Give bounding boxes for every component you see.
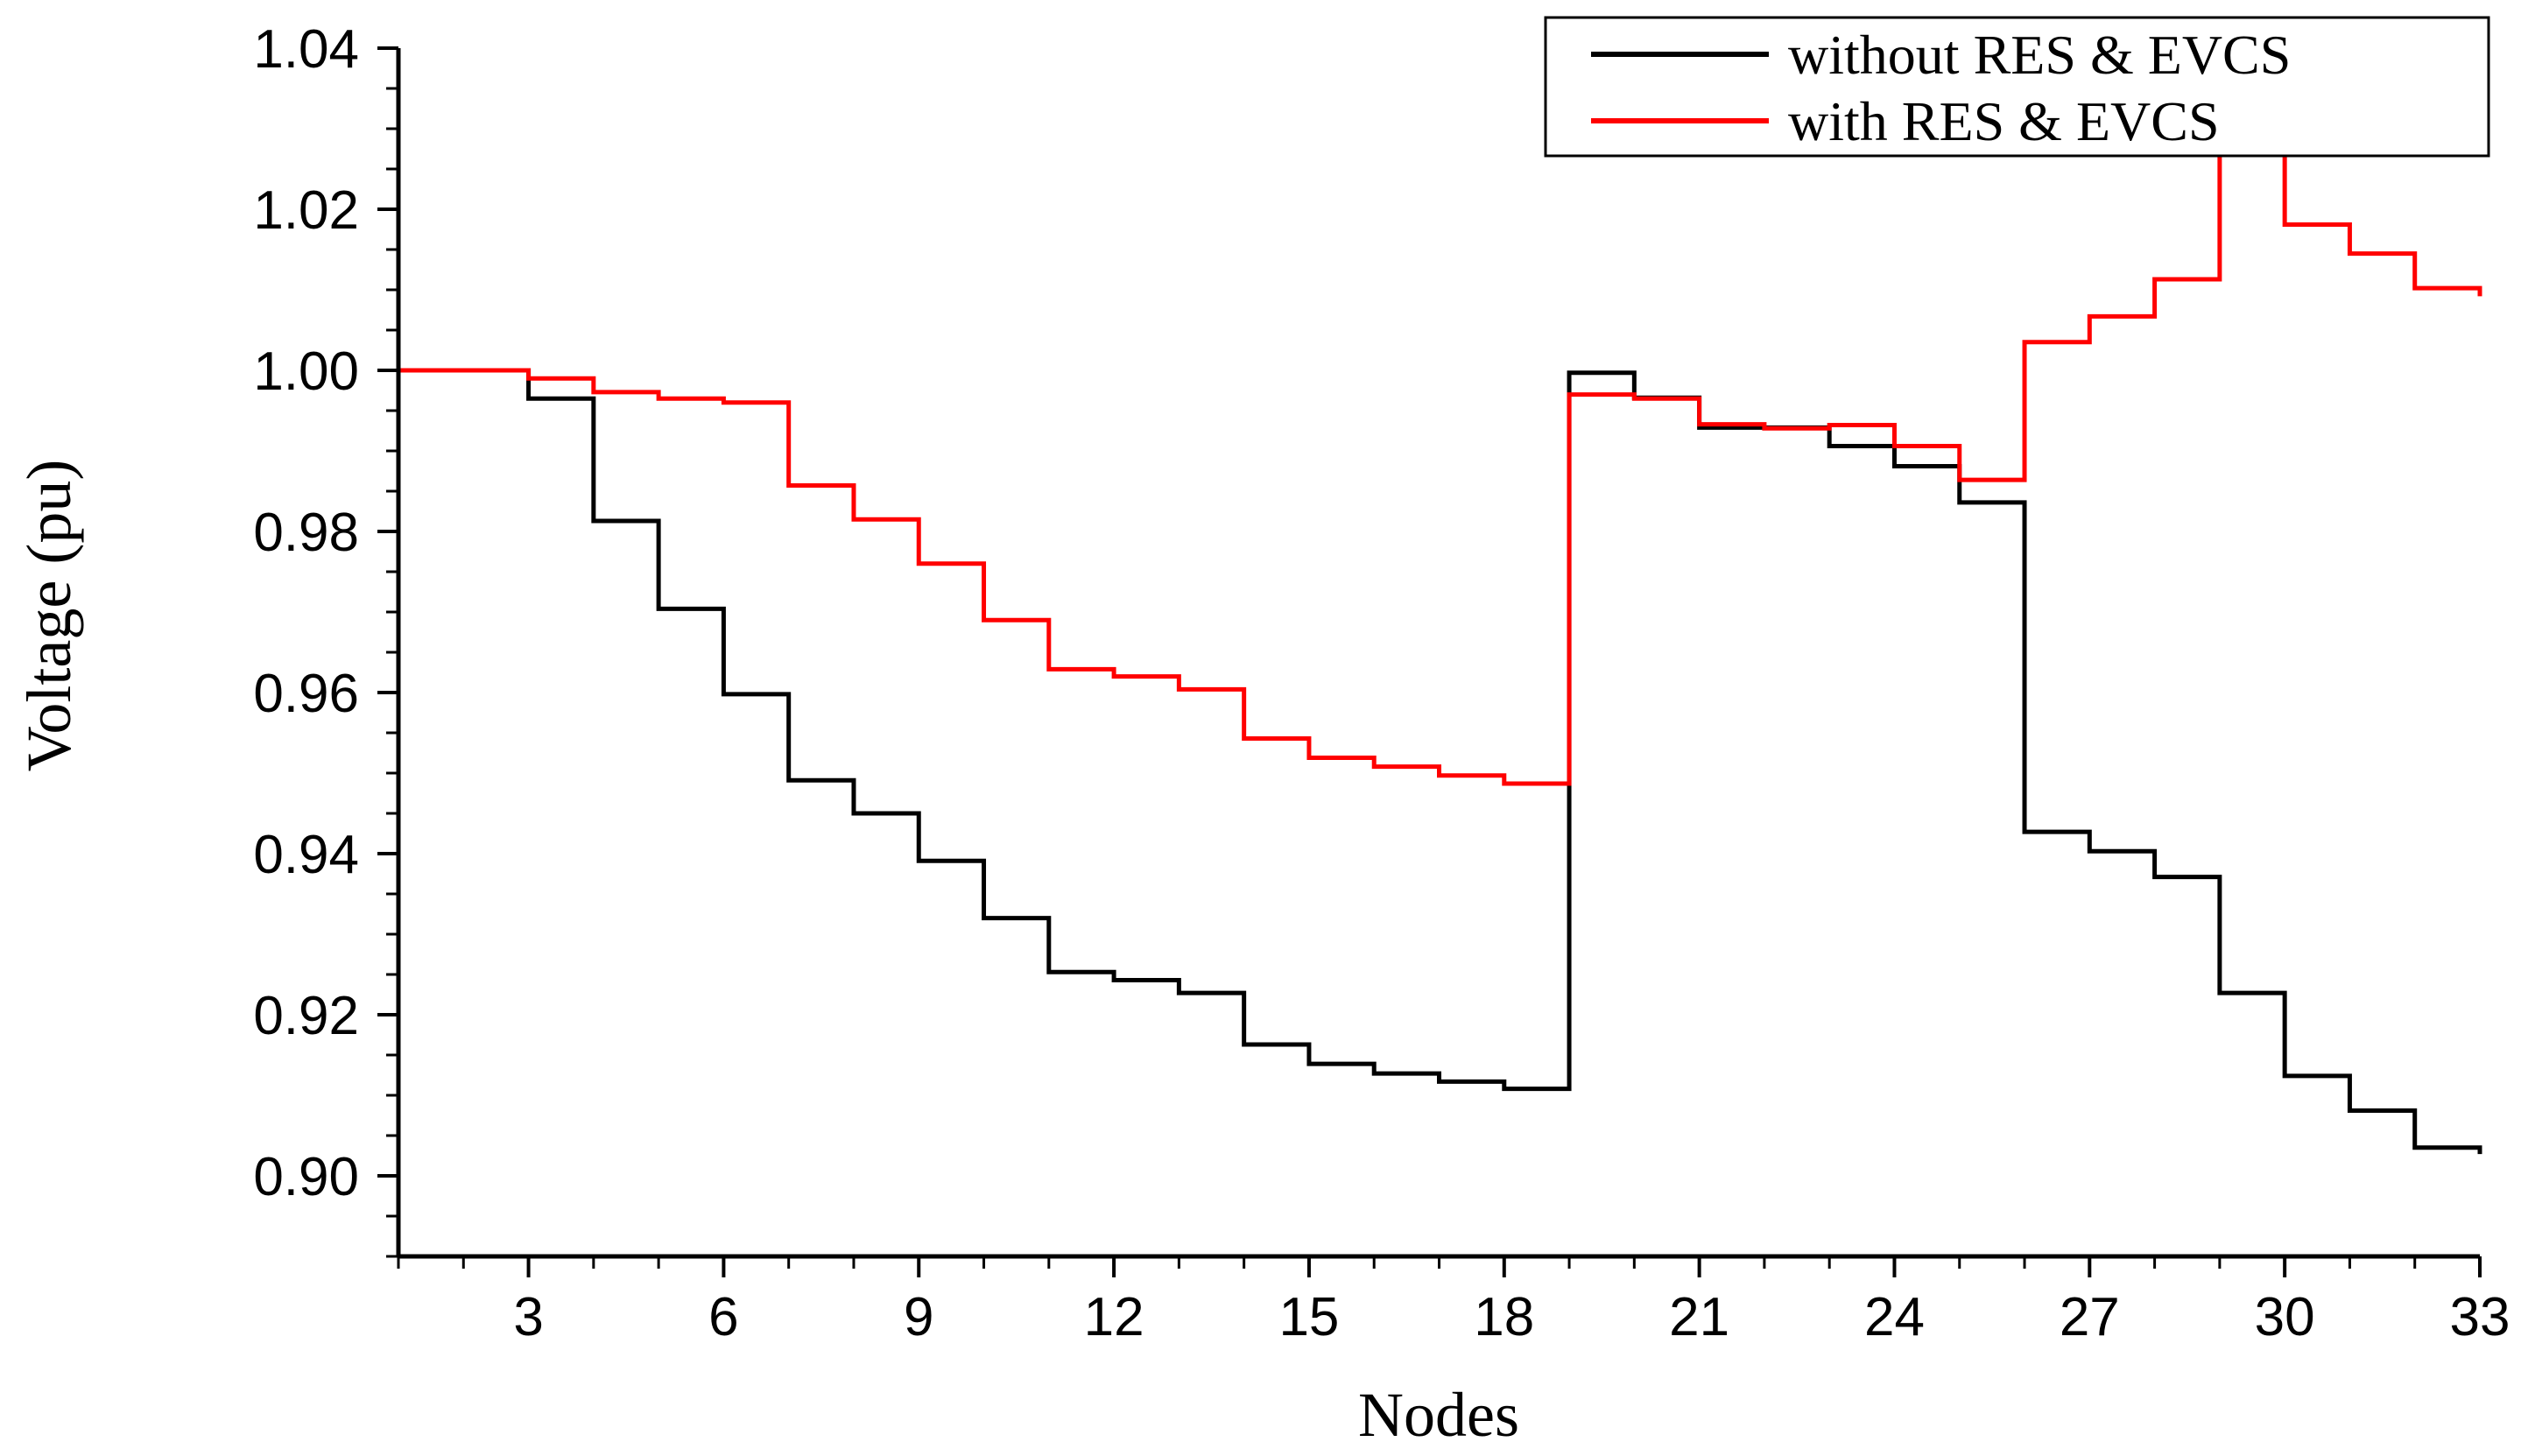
- x-tick-label: 21: [1669, 1287, 1729, 1347]
- y-tick-label: 1.02: [253, 180, 359, 241]
- x-tick-label: 33: [2450, 1287, 2510, 1347]
- legend-box: [1544, 16, 2490, 158]
- x-tick-label: 30: [2255, 1287, 2315, 1347]
- y-tick-label: 0.98: [253, 503, 359, 563]
- legend-label-without-res-evcs: without RES & EVCS: [1788, 24, 2291, 86]
- x-axis-title: Nodes: [1358, 1380, 1519, 1450]
- y-tick-label: 1.04: [253, 19, 359, 80]
- x-tick-label: 3: [513, 1287, 543, 1347]
- series-line-without-res-evcs: [398, 368, 2482, 1155]
- y-tick-label: 1.00: [253, 341, 359, 402]
- series-line-with-res-evcs: [398, 94, 2482, 786]
- y-tick-label: 0.90: [253, 1147, 359, 1207]
- legend-label-with-res-evcs: with RES & EVCS: [1788, 90, 2220, 152]
- series-layer: [398, 94, 2482, 1155]
- x-tick-label: 15: [1278, 1287, 1339, 1347]
- x-tick-label: 9: [904, 1287, 933, 1347]
- y-ticks: 0.90 0.92 0.94 0.96 0.98 1.00 1.02 1.04: [253, 19, 398, 1258]
- y-axis-title: Voltage (pu): [14, 460, 84, 772]
- y-tick-label: 0.92: [253, 986, 359, 1046]
- y-tick-label: 0.94: [253, 825, 359, 885]
- x-tick-label: 6: [708, 1287, 738, 1347]
- x-tick-label: 18: [1474, 1287, 1534, 1347]
- legend: without RES & EVCS with RES & EVCS: [1544, 16, 2490, 158]
- x-tick-label: 24: [1864, 1287, 1925, 1347]
- y-tick-label: 0.96: [253, 664, 359, 724]
- x-ticks: 3 6 9 12 15 18 21 24 27 30 33: [397, 1256, 2510, 1347]
- x-tick-label: 27: [2060, 1287, 2120, 1347]
- x-tick-label: 12: [1084, 1287, 1144, 1347]
